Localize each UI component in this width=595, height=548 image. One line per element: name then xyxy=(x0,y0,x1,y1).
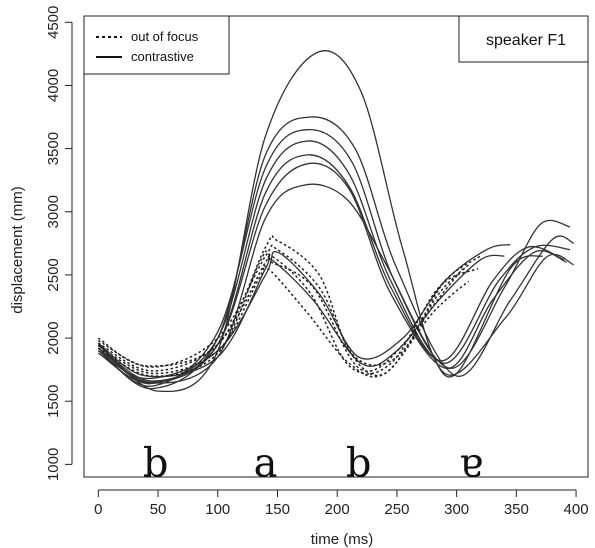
contrastive-trajectory-4 xyxy=(97,140,571,385)
contrastive-trajectory-9 xyxy=(97,254,505,378)
axes: 0 50 100 150 200 250 300 350 400 1000 1500 2000 2500… xyxy=(45,6,589,518)
speaker-box: speaker F1 xyxy=(458,15,589,63)
y-tick-label: 4500 xyxy=(45,6,62,39)
legend: out of focus contrastive xyxy=(83,15,230,75)
x-tick-label: 100 xyxy=(205,501,230,518)
out-of-focus-trajectory-10 xyxy=(97,235,464,377)
out-of-focus-trajectory-12 xyxy=(97,254,481,372)
out-of-focus-trajectory-13 xyxy=(97,264,470,378)
segment-label: b xyxy=(346,440,372,486)
x-tick-label: 300 xyxy=(444,501,469,518)
x-tick-label: 350 xyxy=(504,501,529,518)
y-tick-label: 4000 xyxy=(45,69,62,102)
contrastive-trajectory-6 xyxy=(97,162,567,382)
y-tick-label: 1000 xyxy=(45,448,62,481)
contrastive-trajectory-7 xyxy=(97,183,543,384)
legend-label-out-of-focus: out of focus xyxy=(131,29,199,44)
y-tick-label: 2500 xyxy=(45,258,62,291)
contrastive-trajectory-5 xyxy=(97,154,565,383)
x-tick-label: 400 xyxy=(564,501,589,518)
y-axis-title: displacement (mm) xyxy=(9,186,26,314)
legend-label-contrastive: contrastive xyxy=(131,49,194,64)
speaker-box-frame xyxy=(458,15,589,63)
curves xyxy=(97,50,574,393)
segment-label: ɐ xyxy=(459,440,483,486)
x-tick-label: 150 xyxy=(265,501,290,518)
x-tick-label: 0 xyxy=(94,501,102,518)
contrastive-trajectory-3 xyxy=(97,129,571,387)
x-tick-label: 250 xyxy=(384,501,409,518)
y-tick-label: 3500 xyxy=(45,132,62,165)
y-tick-label: 3000 xyxy=(45,195,62,228)
contrastive-trajectory-2 xyxy=(97,116,574,390)
legend-box xyxy=(83,15,230,75)
out-of-focus-trajectory-14 xyxy=(97,250,479,377)
segment-label: a xyxy=(254,440,278,486)
y-tick-label: 1500 xyxy=(45,385,62,418)
y-tick-label: 2000 xyxy=(45,321,62,354)
speaker-label: speaker F1 xyxy=(486,32,566,49)
x-axis-title: time (ms) xyxy=(311,531,374,548)
contrastive-trajectory-1 xyxy=(97,50,574,393)
segment-label: b xyxy=(143,440,169,486)
x-tick-label: 200 xyxy=(325,501,350,518)
plot-frame xyxy=(83,15,589,478)
x-tick-label: 50 xyxy=(150,501,167,518)
